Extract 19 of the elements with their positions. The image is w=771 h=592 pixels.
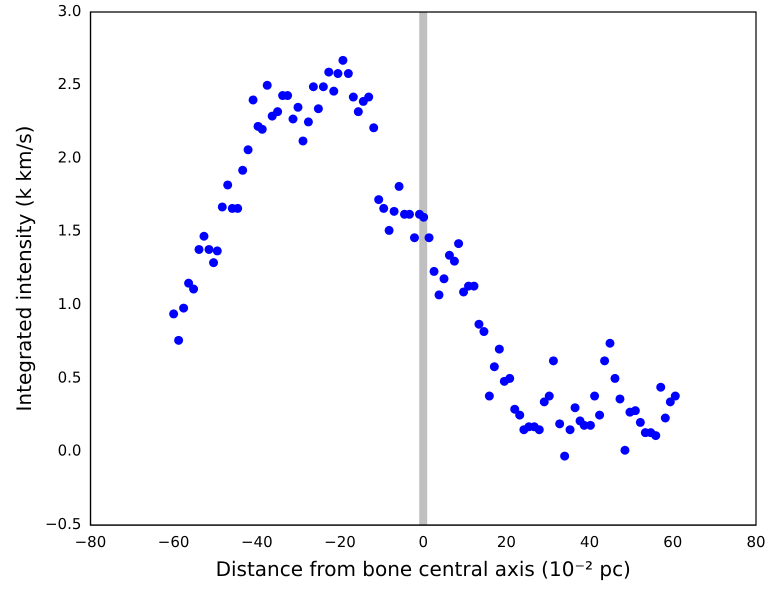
y-tick-label: 2.0 [58,148,82,166]
x-tick-label: 80 [746,532,766,551]
x-tick-label: −20 [324,532,356,551]
y-tick-label: 3.0 [58,2,82,20]
x-tick-label: 20 [496,532,516,551]
y-tick-label: 2.5 [58,75,82,94]
y-axis-title: Integrated intensity (k km/s) [12,126,36,412]
x-tick-label: 0 [418,532,428,551]
x-tick-label: −80 [74,532,106,551]
y-tick-label: −0.5 [44,514,82,533]
y-tick-label: 1.5 [58,222,82,240]
x-tick-label: −40 [240,532,273,551]
x-tick-label: 60 [663,532,682,551]
x-tick-label: −60 [158,532,190,551]
y-tick-label: 0.0 [58,442,82,460]
x-tick-label: 40 [580,532,600,551]
x-axis-title: Distance from bone central axis (10⁻² pc) [216,557,631,582]
y-tick-label: 1.0 [58,295,82,314]
y-tick-label: 0.5 [58,368,82,386]
